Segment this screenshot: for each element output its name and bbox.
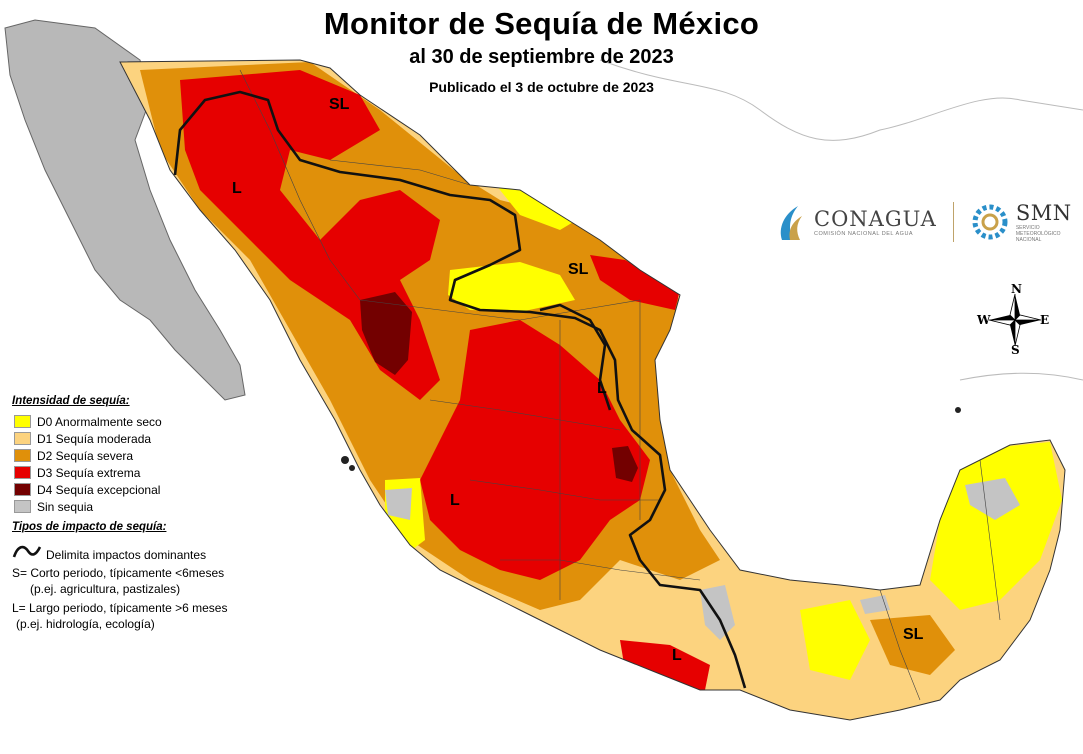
legend-item-d4: D4 Sequía excepcional [14,482,160,497]
d0-region-yucatan [930,442,1062,610]
map-label-l-jalisco: L [450,492,460,509]
smn-emblem-icon [972,204,1008,240]
state-boundaries [239,69,1001,701]
d0-region-coahuila [448,262,575,312]
legend-item-d1: D1 Sequía moderada [14,431,151,446]
legend-impact-line-label: Delimita impactos dominantes [46,548,207,562]
d0-region-oaxaca [800,600,870,680]
islands [341,407,961,471]
map-label-sl-chiapas: SL [903,626,924,643]
d4-region-huasteca [612,446,638,482]
conagua-wordmark: CONAGUA [814,207,937,231]
logo-divider [952,202,954,242]
legend-swatch-no-drought [14,500,31,513]
legend-label-d3: D3 Sequía extrema [37,465,141,480]
no-drought-chiapas [860,595,890,614]
smn-subtitle-3: NACIONAL [1015,237,1042,243]
map-label-sl-tamaulipas: SL [568,261,589,278]
d3-region-central [420,320,650,580]
mexico-outline [119,59,1066,721]
legend-swatch-d2 [14,449,31,462]
legend-label-no-drought: Sin sequia [37,499,94,514]
d4-region-durango [360,292,412,375]
legend-swatch-d4 [14,483,31,496]
d2-region-chiapas [870,615,955,675]
smn-subtitle-1: SERVICIO [1015,225,1040,231]
legend-swatch-d3 [14,466,31,479]
map-label-l-guerrero: L [672,647,682,664]
conagua-emblem-icon [780,206,802,240]
no-drought-yucatan [965,478,1020,520]
compass-south-label: S [1011,343,1020,357]
legend-label-d4: D4 Sequía excepcional [37,482,161,497]
cuba-coastline [959,372,1083,381]
conagua-subtitle: COMISIÓN NACIONAL DEL AGUA [814,231,914,237]
legend-short-term-example: (p.ej. agricultura, pastizales) [30,582,181,596]
legend-item-d0: D0 Anormalmente seco [14,414,162,429]
legend-label-d1: D1 Sequía moderada [37,431,152,446]
legend-item-d3: D3 Sequía extrema [14,465,140,480]
compass-east-label: E [1040,313,1050,327]
legend-impact-heading: Tipos de impacto de sequía: [12,521,167,533]
impact-line-icon [12,545,42,558]
legend-swatch-d1 [14,432,31,445]
legend-swatch-d0 [14,415,31,428]
legend-item-d2: D2 Sequía severa [14,448,133,463]
no-drought-jalisco [385,488,412,520]
published-date: Publicado el 3 de octubre de 2023 [429,79,654,95]
smn-wordmark: SMN [1015,201,1072,225]
us-coastline [599,59,1083,141]
legend-long-term-example: (p.ej. hidrología, ecología) [16,617,155,631]
d3-region-tamaulipas [590,255,680,310]
impact-boundaries [173,90,747,689]
compass-north-label: N [1011,282,1022,296]
map-label-sl-chihuahua: SL [329,96,350,113]
smn-subtitle-2: METEOROLÓGICO [1015,231,1061,237]
map-title: Monitor de Sequía de México [323,6,760,41]
compass-rose-icon [988,293,1042,347]
map-label-l-sonora: L [232,180,242,197]
conagua-logo: CONAGUA COMISIÓN NACIONAL DEL AGUA SMN S… [776,200,1072,244]
legend-item-no-drought: Sin sequia [14,499,93,514]
map-subtitle: al 30 de septiembre de 2023 [409,46,674,68]
legend-intensity-heading: Intensidad de sequía: [12,395,130,407]
legend-label-d0: D0 Anormalmente seco [37,414,162,429]
no-drought-veracruz [700,585,735,640]
legend-long-term: L= Largo periodo, típicamente >6 meses [12,601,228,615]
map-label-l-san-luis: L [597,380,607,397]
legend-label-d2: D2 Sequía severa [37,448,134,463]
compass-west-label: W [977,313,991,327]
legend-short-term: S= Corto periodo, típicamente <6meses [12,566,225,580]
